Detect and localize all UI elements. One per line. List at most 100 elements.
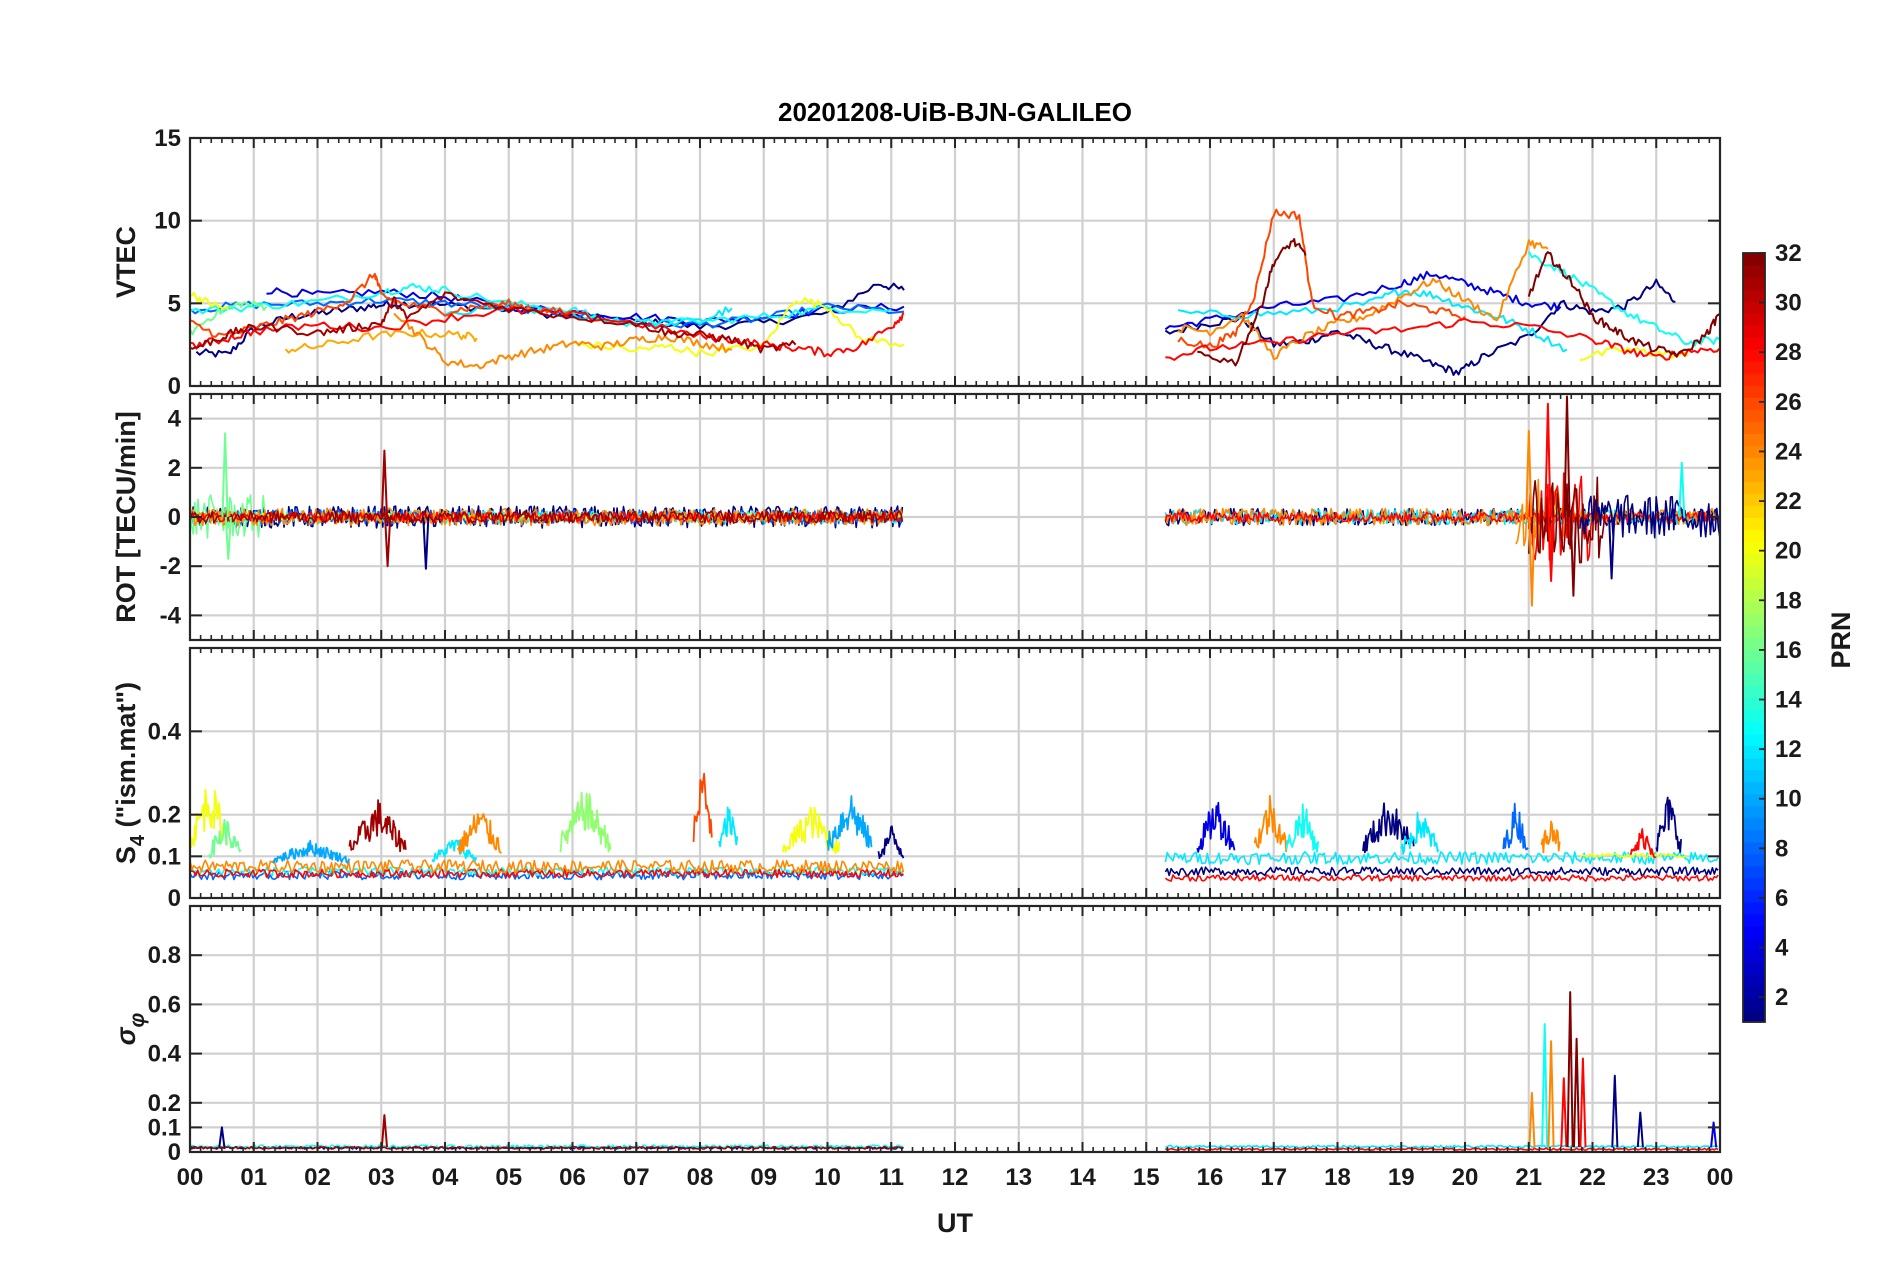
chart-title: 20201208-UiB-BJN-GALILEO — [778, 97, 1132, 127]
series-prn-1 — [1611, 1074, 1619, 1148]
colorbar-swatch — [1743, 757, 1765, 771]
series-prn-12 — [1165, 1144, 1719, 1149]
x-ticks — [189, 648, 1721, 898]
series-prn-12 — [1164, 850, 1719, 866]
series-prn-28 — [190, 868, 904, 879]
series-prn-28 — [1164, 1147, 1719, 1151]
colorbar-swatch — [1743, 409, 1765, 422]
colorbar-tick-label: 18 — [1775, 587, 1802, 614]
series-prn-12 — [1400, 811, 1440, 855]
y-ticks: 0 0.1 0.2 0.4 — [148, 718, 1720, 912]
series-prn-12 — [431, 839, 478, 863]
colorbar-swatch — [1743, 997, 1765, 1011]
y-axis-label: S4 ("ism.mat") — [111, 682, 149, 864]
colorbar-swatch — [1743, 709, 1765, 723]
colorbar-swatch — [1743, 745, 1765, 759]
colorbar-swatch — [1743, 877, 1765, 891]
x-tick-label: 02 — [304, 1164, 331, 1191]
colorbar-swatch — [1743, 625, 1765, 639]
series-prn-16 — [190, 300, 268, 336]
grid — [190, 138, 1720, 386]
colorbar-swatch — [1743, 565, 1765, 579]
series-prn-32 — [1566, 991, 1574, 1148]
colorbar-tick-label: 6 — [1775, 885, 1788, 912]
series-prn-24 — [1528, 516, 1536, 607]
series-prn-10 — [272, 839, 351, 864]
x-tick-label: 10 — [814, 1164, 841, 1191]
x-tick-label: 04 — [432, 1164, 459, 1191]
colorbar-swatch — [1743, 673, 1765, 687]
series-prn-32 — [1569, 516, 1577, 597]
y-tick-label: 2 — [168, 455, 181, 482]
colorbar-tick-label: 14 — [1775, 687, 1802, 714]
series-prn-17 — [559, 791, 612, 853]
colorbar-swatch — [1743, 373, 1765, 386]
series-prn-31 — [384, 516, 392, 568]
colorbar-swatch — [1743, 925, 1765, 939]
series-prn-28 — [1544, 402, 1552, 518]
colorbar-swatch — [1743, 265, 1765, 278]
colorbar-swatch — [1743, 589, 1765, 603]
y-tick-label: 0.2 — [148, 1090, 181, 1117]
grid — [190, 906, 1720, 1152]
colorbar-swatch — [1743, 457, 1765, 470]
y-axis-label: ROT [TECU/min] — [111, 411, 141, 622]
series-prn-16 — [221, 432, 229, 518]
series-prn-28 — [1528, 472, 1594, 562]
y-tick-label: 0.4 — [148, 1041, 182, 1068]
colorbar-tick-label: 12 — [1775, 736, 1802, 763]
series-prn-26 — [1177, 208, 1466, 349]
series-group — [190, 991, 1719, 1151]
colorbar-swatch — [1743, 913, 1765, 927]
series-prn-20 — [1579, 852, 1688, 859]
series-prn-32 — [1528, 476, 1606, 564]
series-prn-13 — [1527, 251, 1720, 348]
x-tick-label: 11 — [879, 1164, 904, 1191]
colorbar-swatch — [1743, 517, 1765, 530]
colorbar-swatch — [1743, 577, 1765, 591]
colorbar-swatch — [1743, 661, 1765, 675]
y-tick-label: 0.8 — [148, 942, 181, 969]
series-prn-32 — [1527, 251, 1720, 358]
series-prn-32 — [1563, 395, 1571, 518]
series-prn-24 — [1528, 1092, 1536, 1148]
series-prn-13 — [1678, 461, 1686, 518]
series-prn-13 — [1285, 803, 1319, 853]
series-prn-32 — [1573, 1037, 1581, 1148]
y-tick-label: 4 — [168, 406, 182, 433]
colorbar-swatch — [1743, 445, 1765, 458]
series-prn-24 — [1525, 429, 1533, 518]
colorbar-swatch — [1743, 805, 1765, 819]
colorbar-swatch — [1743, 889, 1765, 903]
series-prn-12 — [1164, 508, 1720, 526]
y-ticks: -4 -2 0 2 4 — [160, 406, 1720, 629]
x-tick-label: 08 — [687, 1164, 714, 1191]
series-prn-28 — [1164, 511, 1720, 523]
series-prn-1 — [1164, 278, 1676, 376]
colorbar-frame — [1742, 252, 1766, 1023]
x-tick-label: 07 — [623, 1164, 650, 1191]
colorbar-tick-label: 8 — [1775, 835, 1788, 862]
series-group — [190, 772, 1719, 882]
x-tick-label: 14 — [1069, 1164, 1096, 1191]
series-prn-20 — [190, 291, 230, 311]
series-prn-26 — [190, 272, 573, 338]
y-tick-label: 0 — [168, 1139, 181, 1166]
colorbar-swatch — [1743, 637, 1765, 651]
x-tick-labels: 00 01 02 03 04 05 06 07 08 09 10 11 12 13 14 15 16 17 18 19… — [177, 1164, 1734, 1191]
y-tick-label: -4 — [160, 602, 182, 629]
y-tick-label: 0.6 — [148, 991, 181, 1018]
series-prn-13 — [190, 1144, 904, 1149]
colorbar-swatch — [1743, 601, 1765, 615]
series-prn-24 — [456, 813, 502, 854]
y-axis-label: σφ — [111, 1012, 149, 1045]
x-tick-label: 00 — [177, 1164, 204, 1191]
series-prn-24 — [1540, 820, 1561, 854]
colorbar-swatch — [1743, 481, 1765, 494]
series-prn-1 — [1636, 1111, 1644, 1148]
series-group — [190, 208, 1720, 376]
colorbar-swatch — [1743, 541, 1765, 554]
series-prn-8 — [1502, 802, 1529, 851]
